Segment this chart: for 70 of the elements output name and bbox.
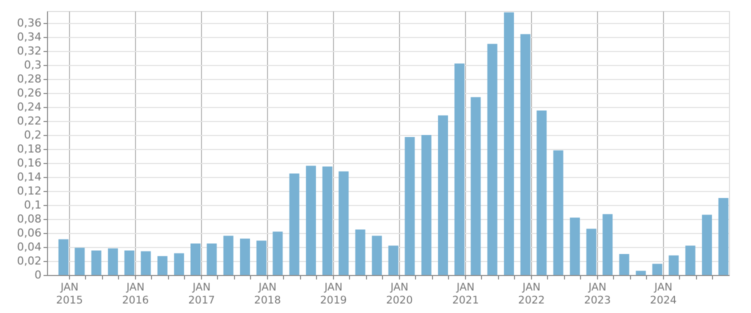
- x-tick-label: JAN 2020: [386, 282, 413, 306]
- bar: [619, 254, 630, 275]
- bar: [553, 150, 564, 275]
- y-tick-label: 0,04: [17, 240, 42, 254]
- bar: [570, 218, 580, 275]
- y-tick-label: 0,08: [17, 212, 42, 226]
- x-tick-label: JAN 2017: [188, 282, 215, 306]
- bar: [470, 97, 481, 275]
- x-tick-label: JAN 2021: [452, 282, 479, 306]
- bar: [388, 246, 398, 275]
- y-tick-label: 0,22: [17, 114, 42, 128]
- x-tick-label: JAN 2022: [518, 282, 545, 306]
- bar: [91, 250, 102, 275]
- bar: [404, 137, 415, 275]
- y-tick-label: 0,24: [17, 100, 42, 114]
- y-tick-label: 0,18: [17, 142, 42, 156]
- y-tick-label: 0,1: [24, 198, 42, 212]
- bar: [322, 166, 332, 275]
- bar: [372, 236, 382, 275]
- x-tick-label: JAN 2018: [254, 282, 281, 306]
- y-tick-label: 0,16: [17, 156, 42, 170]
- bar: [157, 256, 168, 275]
- bar: [140, 251, 151, 275]
- bar: [421, 134, 432, 275]
- y-tick-label: 0,26: [17, 86, 42, 100]
- bar: [108, 248, 118, 275]
- y-tick-label: 0: [34, 268, 42, 282]
- x-tick-label: JAN 2015: [56, 282, 83, 306]
- x-tick-label: JAN 2023: [584, 282, 611, 306]
- bar: [338, 171, 349, 275]
- bar: [223, 236, 234, 275]
- bar: [438, 115, 448, 275]
- bar: [174, 253, 184, 275]
- bar: [256, 240, 266, 275]
- bar: [685, 246, 696, 275]
- bar: [240, 238, 250, 275]
- x-tick-label: JAN 2024: [650, 282, 678, 306]
- bar: [668, 255, 679, 275]
- x-tick-label: JAN 2019: [320, 282, 347, 306]
- y-tick-label: 0,32: [17, 44, 42, 58]
- bar: [652, 264, 662, 275]
- bar: [586, 228, 596, 275]
- bar: [520, 34, 530, 275]
- bar: [58, 239, 68, 275]
- bar: [536, 110, 547, 275]
- x-tick-label: JAN 2016: [122, 282, 150, 306]
- y-tick-label: 0,2: [24, 128, 42, 142]
- bar: [504, 12, 514, 275]
- bar: [355, 229, 366, 275]
- bar: [454, 64, 464, 275]
- bar: [487, 44, 498, 275]
- y-tick-label: 0,12: [17, 184, 42, 198]
- bar: [190, 243, 201, 275]
- y-tick-label: 0,34: [17, 30, 42, 44]
- bar: [718, 198, 728, 275]
- y-tick-label: 0,02: [17, 254, 42, 268]
- bar: [272, 232, 283, 275]
- y-tick-label: 0,14: [17, 170, 42, 184]
- y-tick-label: 0,36: [17, 16, 42, 30]
- bar: [124, 250, 134, 275]
- bar: [306, 166, 316, 275]
- bar: [289, 173, 300, 275]
- bar: [636, 270, 646, 275]
- y-tick-label: 0,28: [17, 72, 42, 86]
- bar: [602, 214, 613, 275]
- y-tick-label: 0,3: [24, 58, 42, 72]
- bar: [74, 248, 85, 275]
- y-tick-label: 0,06: [17, 226, 42, 240]
- bar: [702, 214, 712, 275]
- bar: [206, 243, 217, 275]
